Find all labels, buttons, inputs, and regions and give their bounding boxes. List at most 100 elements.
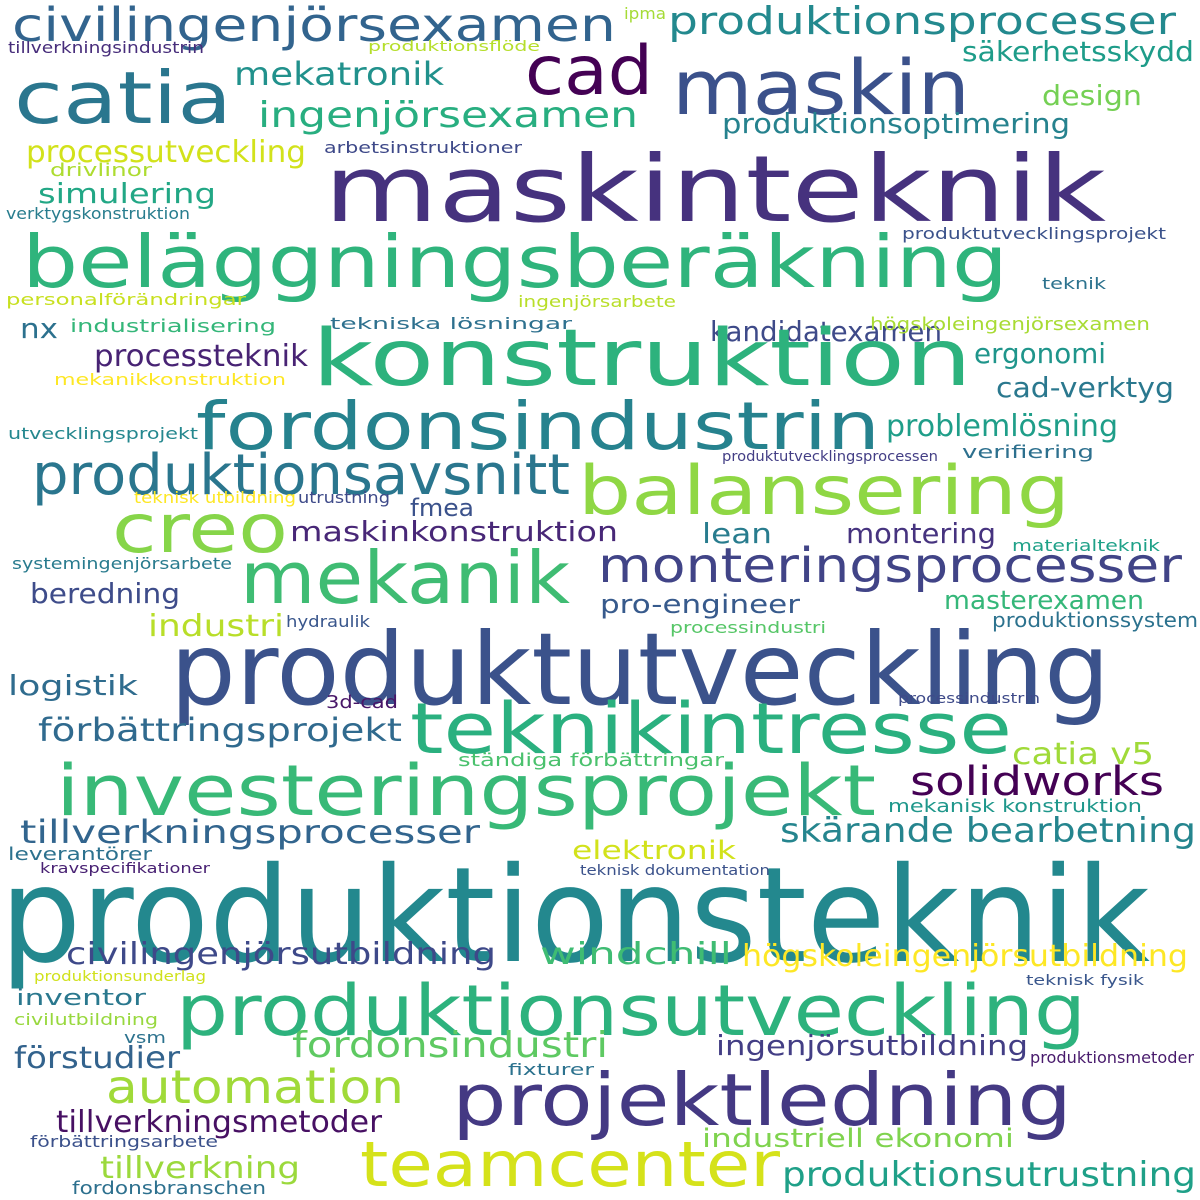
word-ingenjorsarbete: ingenjörsarbete	[518, 292, 676, 311]
word-nx: nx	[20, 312, 59, 345]
word-investeringsprojekt: investeringsprojekt	[56, 750, 877, 832]
word-produktionsteknik: produktionsteknik	[0, 839, 1150, 993]
word-forstudier: förstudier	[14, 1041, 180, 1076]
word-problemlosning: problemlösning	[886, 409, 1118, 444]
word-hydraulik: hydraulik	[286, 612, 370, 631]
word-fordonsindustrin: fordonsindustrin	[196, 388, 880, 465]
word-creo: creo	[112, 490, 289, 569]
word-tillverkningsprocesser: tillverkningsprocesser	[20, 813, 480, 851]
word-automation: automation	[106, 1060, 405, 1114]
word-maskin: maskin	[672, 43, 971, 132]
word-3d-cad: 3d-cad	[326, 692, 399, 713]
word-produktutveckling: produktutveckling	[170, 611, 1110, 728]
word-hogskoleingenjorsutbildning: högskoleingenjörsutbildning	[742, 939, 1189, 974]
word-tillverkning: tillverkning	[100, 1151, 300, 1186]
word-produktionsmetoder: produktionsmetoder	[1030, 1048, 1195, 1067]
word-masterexamen: masterexamen	[944, 586, 1144, 616]
word-leverantorer: leverantörer	[8, 844, 152, 865]
word-standiga-forbattringar: ständiga förbättringar	[458, 750, 725, 771]
word-produktionsoptimering: produktionsoptimering	[722, 107, 1070, 140]
word-processindustrin: processindustrin	[898, 691, 1040, 707]
word-vsm: vsm	[124, 1028, 166, 1047]
word-teamcenter: teamcenter	[360, 1128, 780, 1200]
word-logistik: logistik	[8, 669, 139, 702]
word-verktygskonstruktion: verktygskonstruktion	[6, 204, 190, 223]
word-produktionssystem: produktionssystem	[992, 608, 1198, 632]
word-kandidatexamen: kandidatexamen	[710, 315, 942, 348]
word-maskinteknik: maskinteknik	[324, 136, 1107, 243]
word-processteknik: processteknik	[94, 339, 309, 374]
word-produktutvecklingsprojekt: produktutvecklingsprojekt	[902, 224, 1167, 243]
word-fordonsindustri: fordonsindustri	[292, 1025, 609, 1066]
word-personalforandringar: personalförändringar	[6, 290, 246, 309]
word-lean: lean	[702, 517, 773, 550]
word-industriell-ekonomi: industriell ekonomi	[702, 1124, 1015, 1154]
word-utvecklingsprojekt: utvecklingsprojekt	[8, 424, 199, 443]
word-fordonsbranschen: fordonsbranschen	[72, 1178, 266, 1199]
word-monteringsprocesser: monteringsprocesser	[598, 538, 1182, 594]
word-systemingenjorsarbete: systemingenjörsarbete	[12, 554, 232, 573]
word-projektledning: projektledning	[452, 1058, 1072, 1142]
word-produktionsavsnitt: produktionsavsnitt	[32, 443, 570, 508]
word-mekatronik: mekatronik	[234, 55, 444, 93]
word-ipma: ipma	[624, 4, 666, 23]
word-fmea: fmea	[410, 494, 474, 522]
word-verifiering: verifiering	[962, 442, 1094, 463]
word-arbetsinstruktioner: arbetsinstruktioner	[324, 138, 522, 157]
word-drivlinor: drivlinor	[50, 160, 153, 181]
word-solidworks: solidworks	[910, 759, 1164, 805]
word-inventor: inventor	[16, 986, 147, 1011]
word-konstruktion: konstruktion	[312, 314, 972, 404]
word-produktionsprocesser: produktionsprocesser	[668, 0, 1177, 43]
word-tillverkningsindustrin: tillverkningsindustrin	[8, 38, 204, 57]
word-maskinkonstruktion: maskinkonstruktion	[290, 515, 618, 548]
word-produktutvecklingsprocessen: produktutvecklingsprocessen	[722, 449, 938, 465]
word-kravspecifikationer: kravspecifikationer	[40, 861, 210, 877]
word-beredning: beredning	[30, 577, 181, 610]
word-mekanisk-konstruktion: mekanisk konstruktion	[888, 796, 1142, 817]
word-teknik: teknik	[1042, 274, 1106, 293]
word-teknisk-fysik: teknisk fysik	[1026, 973, 1145, 989]
word-produktionsflode: produktionsflöde	[368, 39, 540, 55]
word-ergonomi: ergonomi	[974, 337, 1107, 370]
word-ingenjorsexamen: ingenjörsexamen	[258, 95, 638, 136]
word-mekanik: mekanik	[240, 536, 571, 620]
word-elektronik: elektronik	[572, 836, 736, 866]
word-cad: cad	[525, 32, 654, 111]
word-mekanikkonstruktion: mekanikkonstruktion	[54, 370, 287, 389]
word-tillverkningsmetoder: tillverkningsmetoder	[56, 1105, 382, 1140]
word-catia-v5: catia v5	[1012, 737, 1154, 772]
word-forbattringsprojekt: förbättringsprojekt	[38, 711, 402, 749]
word-civilingenjorsutbildning: civilingenjörsutbildning	[66, 937, 497, 972]
word-balansering: balansering	[578, 452, 1071, 531]
word-fixturer: fixturer	[508, 1060, 594, 1079]
word-processutveckling: processutveckling	[26, 135, 307, 170]
word-sakerhetsskydd: säkerhetsskydd	[962, 35, 1194, 68]
word-design: design	[1042, 79, 1142, 112]
word-skarande-bearbetning: skärande bearbetning	[780, 811, 1196, 851]
word-utrustning: utrustning	[298, 488, 391, 507]
word-produktionsutrustning: produktionsutrustning	[782, 1155, 1197, 1195]
word-teknikintresse: teknikintresse	[410, 688, 1012, 770]
word-civilingenjorsexamen: civilingenjörsexamen	[12, 0, 616, 52]
word-teknisk-utbildning: teknisk utbildning	[134, 488, 296, 507]
word-forbattringsarbete: förbättringsarbete	[30, 1132, 219, 1151]
word-belaggningsberakning: beläggningsberäkning	[22, 220, 1008, 304]
word-civilutbildning: civilutbildning	[14, 1010, 159, 1029]
word-windchill: windchill	[540, 937, 733, 972]
word-hogskoleingenjorsexamen: högskoleingenjörsexamen	[870, 314, 1151, 335]
word-tekniska-losningar: tekniska lösningar	[330, 314, 573, 333]
word-industrialisering: industrialisering	[70, 316, 276, 337]
word-ingenjorsutbildning: ingenjörsutbildning	[716, 1029, 1029, 1062]
word-cad-verktyg: cad-verktyg	[996, 371, 1175, 404]
word-produktionsunderlag: produktionsunderlag	[34, 969, 207, 985]
word-pro-engineer: pro-engineer	[600, 590, 800, 620]
word-materialteknik: materialteknik	[1012, 536, 1161, 555]
word-processindustri: processindustri	[670, 618, 827, 637]
word-montering: montering	[846, 517, 997, 550]
word-industri: industri	[148, 609, 285, 644]
word-simulering: simulering	[38, 177, 217, 210]
word-teknisk-dokumentation: teknisk dokumentation	[580, 863, 771, 879]
word-catia: catia	[14, 56, 233, 140]
